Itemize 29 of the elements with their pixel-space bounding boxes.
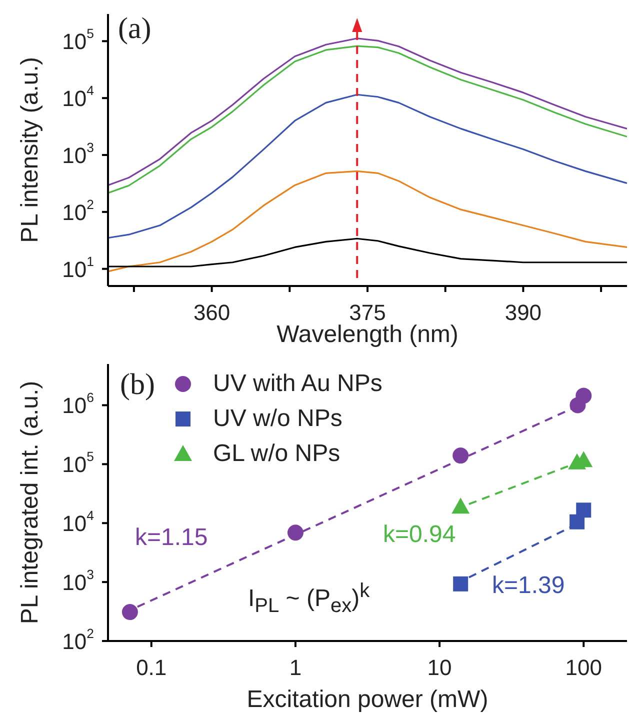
- annotation: (b): [120, 368, 155, 401]
- annotation: k=0.94: [383, 521, 456, 548]
- y-tick-label: 10$^{3}$: [62, 567, 94, 595]
- annotation: k=1.15: [135, 524, 208, 552]
- annotation: (a): [118, 12, 152, 45]
- x-tick-label: 100: [565, 654, 602, 680]
- y-tick-label: 10$^{4}$: [62, 83, 94, 111]
- legend-label: UV with Au NPs: [213, 370, 382, 398]
- y-tick-label: 10$^{3}$: [62, 140, 94, 168]
- y-tick-label: 10$^{4}$: [62, 508, 94, 536]
- legend-label: UV w/o NPs: [213, 404, 342, 432]
- x-tick-label: 390: [504, 300, 542, 324]
- y-tick-label: 10$^{5}$: [62, 26, 94, 54]
- y-axis-title: PL intensity (a.u.): [16, 57, 44, 243]
- x-tick-label: 1: [289, 654, 302, 680]
- y-tick-label: 10$^{2}$: [62, 626, 94, 654]
- x-tick-label: 0.1: [136, 654, 167, 680]
- y-tick-label: 10$^{6}$: [62, 390, 94, 418]
- annotation: k=1.39: [492, 572, 565, 600]
- legend-label: GL w/o NPs: [213, 440, 340, 468]
- x-tick-label: 10: [427, 654, 452, 680]
- x-tick-label: 360: [193, 300, 230, 324]
- y-tick-label: 10$^{5}$: [62, 449, 94, 477]
- annotation: I$_{PL}$ ~ (P$_{ex}$)$^{k}$: [248, 580, 370, 617]
- y-axis-title: PL integrated int. (a.u.): [16, 380, 44, 624]
- y-tick-label: 10$^{1}$: [62, 254, 94, 282]
- y-tick-label: 10$^{2}$: [62, 196, 94, 224]
- x-axis-title: Excitation power (mW): [246, 686, 488, 713]
- line-series: [108, 94, 627, 239]
